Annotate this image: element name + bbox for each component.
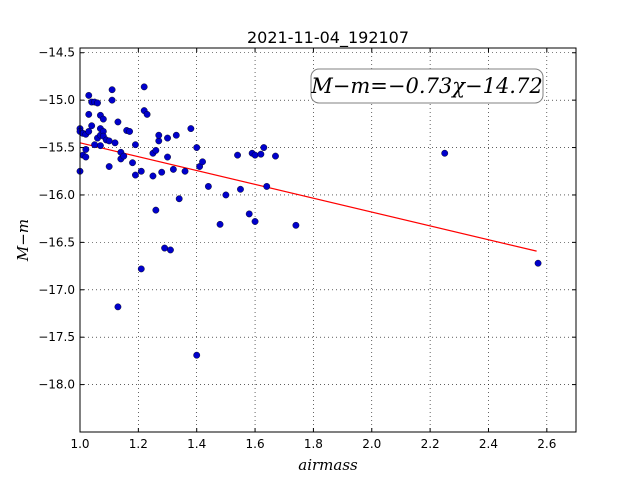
data-point (91, 141, 98, 149)
x-tick-label: 1.2 (129, 437, 148, 451)
data-point (199, 158, 206, 166)
data-point (132, 141, 139, 149)
data-point (164, 134, 171, 142)
data-point (82, 153, 90, 161)
data-point (85, 128, 93, 135)
x-tick-label: 1.0 (70, 437, 89, 451)
data-point (82, 146, 90, 153)
y-tick-label: −17.5 (38, 330, 75, 344)
data-point (155, 137, 163, 145)
data-point (251, 151, 259, 159)
fit-equation-box: M−m=−0.73χ−14.72 (310, 68, 544, 104)
data-point (85, 110, 93, 118)
data-point (181, 167, 189, 175)
y-tick-label: −15.5 (38, 141, 75, 155)
data-point (193, 144, 201, 151)
y-tick-label: −16.5 (38, 235, 75, 249)
data-point (175, 195, 183, 203)
data-point (292, 221, 300, 229)
y-tick-label: −16.0 (38, 188, 75, 202)
data-point (237, 185, 244, 193)
fit-equation-frame (310, 68, 544, 104)
data-point (222, 191, 230, 199)
data-point (534, 259, 542, 267)
x-tick-label: 2.0 (362, 437, 381, 451)
data-point (251, 218, 259, 225)
data-point (114, 118, 122, 126)
x-tick-labels: 1.0 1.2 1.4 1.6 1.8 2.0 2.2 2.4 2.6 (70, 437, 556, 451)
data-point (216, 220, 224, 228)
data-point (204, 183, 212, 190)
y-tick-label: −14.5 (38, 46, 75, 60)
data-point (152, 146, 160, 154)
data-point (132, 171, 139, 179)
x-tick-label: 1.8 (304, 437, 323, 451)
data-point (257, 150, 265, 158)
data-point (137, 167, 145, 175)
data-point (105, 163, 113, 170)
data-point (129, 159, 136, 167)
x-tick-label: 2.6 (537, 437, 556, 451)
data-point (272, 152, 279, 160)
plot-area (80, 48, 576, 432)
data-point (114, 303, 122, 311)
data-point (97, 142, 104, 150)
data-points (76, 83, 542, 359)
data-point (164, 153, 171, 161)
data-point (158, 168, 166, 176)
x-tick-label: 2.2 (421, 437, 440, 451)
data-point (441, 149, 449, 157)
plot-frame (79, 47, 577, 433)
data-point (105, 137, 113, 145)
y-tick-label: −18.0 (38, 378, 75, 392)
data-point (155, 131, 163, 139)
y-tick-labels: −14.5 −15.0 −15.5 −16.0 −16.5 −17.0 −17.5 −18.0 (38, 46, 75, 392)
data-point (169, 165, 177, 173)
data-point (108, 96, 116, 104)
data-point (149, 172, 157, 180)
chart-title: 2021-11-04_192107 (247, 28, 409, 48)
x-axis-label: airmass (298, 456, 358, 474)
y-tick-label: −17.0 (38, 283, 75, 297)
data-point (167, 246, 174, 254)
tick-marks (79, 48, 576, 432)
data-point (137, 265, 145, 273)
x-tick-label: 1.6 (246, 437, 265, 451)
data-point (260, 144, 268, 151)
data-point (172, 131, 180, 139)
data-point (234, 151, 241, 159)
data-point (161, 244, 169, 252)
data-point (143, 110, 151, 118)
data-point (152, 206, 160, 214)
data-point (126, 128, 134, 135)
y-tick-label: −15.0 (38, 93, 75, 107)
data-point (140, 83, 148, 91)
data-point (193, 351, 201, 359)
data-point (187, 125, 195, 132)
data-point (111, 139, 119, 147)
x-tick-label: 1.4 (187, 437, 206, 451)
data-point (120, 152, 128, 160)
fit-line (79, 142, 537, 252)
data-point (85, 92, 93, 99)
data-point (263, 183, 271, 190)
data-point (88, 122, 96, 130)
data-point (108, 86, 116, 94)
y-axis-label: M−m (14, 219, 32, 262)
fit-equation: M−m=−0.73χ−14.72 (310, 74, 542, 98)
data-point (94, 99, 101, 107)
x-tick-label: 2.4 (479, 437, 498, 451)
data-point (245, 210, 253, 218)
data-point (99, 115, 107, 123)
